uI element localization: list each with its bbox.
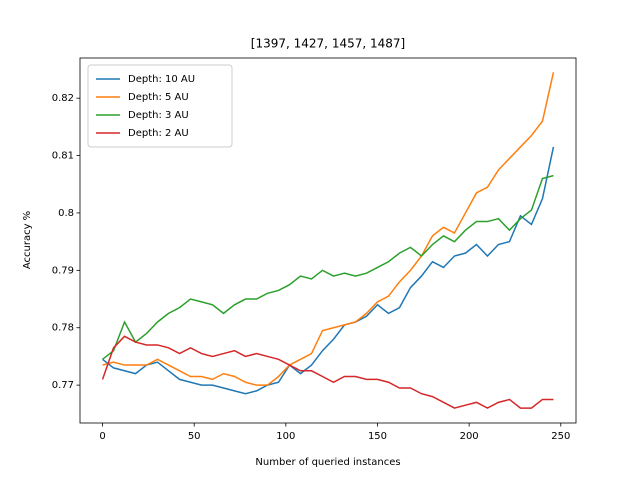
y-tick-label: 0.81	[52, 151, 74, 162]
legend-label: Depth: 3 AU	[128, 110, 189, 121]
y-axis-label: Accuracy %	[22, 211, 33, 269]
chart-title: [1397, 1427, 1457, 1487]	[251, 37, 405, 51]
y-tick-label: 0.77	[52, 380, 74, 391]
plot-frame	[79, 57, 577, 424]
y-tick-label: 0.82	[52, 93, 74, 104]
x-tick-label: 0	[99, 431, 105, 442]
x-tick-label: 100	[276, 431, 295, 442]
x-tick-label: 50	[188, 431, 201, 442]
x-tick-label: 200	[460, 431, 479, 442]
legend-label: Depth: 5 AU	[128, 92, 189, 103]
y-tick-label: 0.8	[58, 208, 74, 219]
legend-label: Depth: 10 AU	[128, 74, 195, 85]
legend-label: Depth: 2 AU	[128, 128, 189, 139]
line-series	[102, 72, 555, 386]
x-axis-label: Number of queried instances	[255, 457, 400, 468]
x-tick-label: 150	[368, 431, 387, 442]
line-series	[102, 146, 555, 395]
y-tick-label: 0.79	[52, 265, 74, 276]
line-series	[101, 335, 554, 409]
y-tick-label: 0.78	[52, 323, 74, 334]
legend-box	[87, 64, 233, 148]
x-tick-label: 250	[551, 431, 570, 442]
line-series	[102, 174, 554, 360]
